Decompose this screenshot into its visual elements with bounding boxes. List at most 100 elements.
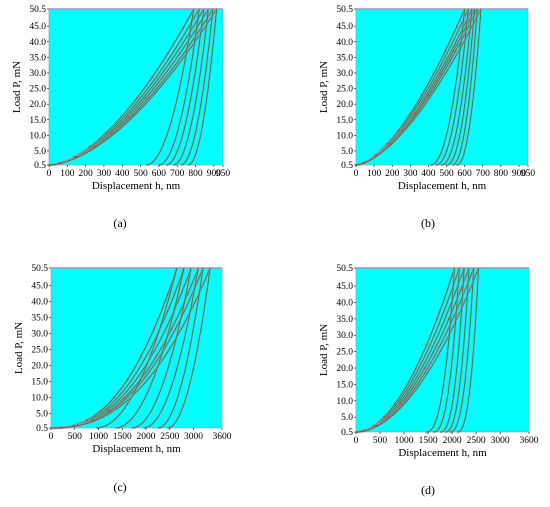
x-tick-label: 3600	[520, 436, 539, 446]
x-tick-label: 0	[47, 169, 52, 179]
unloading-curve-4	[173, 8, 209, 166]
top-limit-band	[356, 8, 528, 10]
top-limit-band	[51, 267, 222, 269]
plot-area	[50, 267, 223, 429]
unloading-curve-6	[456, 267, 479, 433]
data-marker	[76, 424, 79, 427]
unloading-curve-6	[188, 8, 218, 166]
chart-panel-d: 0.5 5.0 10.0 15.0 20.0 25.0 30.0 35.0 40.0 45.0 50…	[318, 264, 539, 497]
unloading-curve-2	[432, 267, 460, 433]
unloading-curve-4	[444, 267, 470, 433]
data-marker	[153, 327, 156, 330]
unloading-curve-5	[157, 267, 204, 429]
y-tick-label: 25.0	[31, 346, 48, 356]
y-tick-label: 35.0	[336, 53, 353, 63]
y-tick-label: 20.0	[29, 100, 46, 110]
x-tick-label: 500	[133, 169, 148, 179]
y-tick-label: 10.0	[336, 131, 353, 141]
data-marker	[127, 116, 130, 118]
data-marker	[411, 387, 414, 389]
y-tick-label: 15.0	[336, 116, 353, 126]
data-marker	[196, 26, 198, 29]
y-axis-label: Load P, mN	[318, 61, 330, 113]
data-marker	[120, 116, 123, 118]
y-tick-label: 40.0	[336, 298, 353, 308]
data-marker	[107, 410, 110, 412]
data-marker	[456, 25, 458, 28]
y-tick-label: 40.0	[29, 38, 46, 48]
y-tick-label: 30.0	[336, 69, 353, 79]
x-tick-label: 600	[458, 169, 473, 179]
x-tick-label: 1500	[419, 436, 438, 446]
data-marker	[436, 318, 438, 320]
x-tick-label: 2000	[137, 432, 156, 442]
data-marker	[465, 25, 467, 28]
unloading-curve-2	[158, 8, 200, 166]
panel-caption: (c)	[113, 480, 126, 494]
data-marker	[72, 424, 75, 427]
unloading-curve-3	[441, 8, 473, 166]
data-marker	[86, 419, 88, 421]
y-tick-label: 50.5	[29, 5, 46, 15]
x-tick-label: 2500	[160, 432, 179, 442]
x-axis-label: Displacement h, nm	[92, 443, 181, 455]
data-marker	[136, 97, 138, 100]
x-tick-label: 500	[68, 432, 83, 442]
x-tick-label: 100	[367, 169, 382, 179]
data-marker	[372, 424, 375, 427]
data-marker	[435, 344, 438, 347]
data-marker	[414, 112, 417, 115]
data-marker	[432, 73, 435, 75]
y-tick-label: 40.0	[31, 298, 48, 308]
y-tick-label: 20.0	[336, 100, 353, 110]
x-tick-label: 1500	[113, 432, 132, 442]
y-tick-label: 30.0	[336, 331, 353, 341]
x-axis-label: Displacement h, nm	[398, 180, 487, 192]
y-tick-label: 0.5	[34, 161, 46, 171]
x-tick-label: 700	[476, 169, 491, 179]
unloading-curve-5	[180, 8, 214, 166]
top-limit-band	[49, 8, 223, 10]
data-marker	[446, 288, 449, 291]
x-tick-label: 600	[152, 169, 167, 179]
x-tick-label: 500	[373, 436, 388, 446]
data-marker	[423, 367, 426, 370]
y-tick-label: 15.0	[29, 116, 46, 126]
x-tick-label: 1000	[89, 432, 108, 442]
y-tick-label: 15.0	[336, 380, 353, 390]
y-tick-label: 20.0	[31, 362, 48, 372]
y-tick-label: 30.0	[29, 69, 46, 79]
x-tick-label: 900	[512, 169, 527, 179]
data-marker	[393, 403, 396, 406]
unloading-curve-1	[96, 267, 178, 429]
y-tick-label: 45.0	[336, 22, 353, 32]
data-marker	[60, 426, 63, 429]
y-tick-label: 45.0	[336, 282, 353, 292]
data-marker	[404, 387, 407, 389]
x-tick-label: 400	[115, 169, 130, 179]
data-marker	[374, 154, 377, 157]
chart-panel-b: 0.5 5.0 10.0 15.0 20.0 25.0 30.0 35.0 40.0 45.0 50…	[318, 5, 535, 230]
y-tick-label: 20.0	[336, 364, 353, 374]
x-tick-label: 3000	[491, 436, 510, 446]
panel-caption: (a)	[113, 216, 126, 230]
data-marker	[59, 426, 61, 429]
unloading-curve-3	[440, 267, 465, 433]
chart-panel-a: 0.5 5.0 10.0 15.0 20.0 25.0 30.0 35.0 40.0 45.0 50…	[11, 5, 230, 230]
unloading-curve-2	[115, 267, 185, 429]
data-marker	[110, 132, 113, 135]
x-tick-label: 100	[60, 169, 75, 179]
data-marker	[421, 93, 423, 96]
x-tick-label: 0	[354, 436, 359, 446]
data-marker	[375, 424, 378, 427]
data-marker	[376, 154, 379, 157]
x-tick-label: 950	[216, 169, 231, 179]
unloading-curve-5	[449, 267, 475, 433]
data-marker	[427, 93, 429, 96]
y-tick-label: 0.5	[341, 161, 353, 171]
y-tick-label: 30.0	[31, 330, 48, 340]
y-tick-label: 35.0	[336, 315, 353, 325]
y-axis-label: Load P, mN	[11, 61, 23, 113]
x-tick-label: 300	[97, 169, 112, 179]
y-axis-label: Load P, mN	[318, 324, 330, 376]
